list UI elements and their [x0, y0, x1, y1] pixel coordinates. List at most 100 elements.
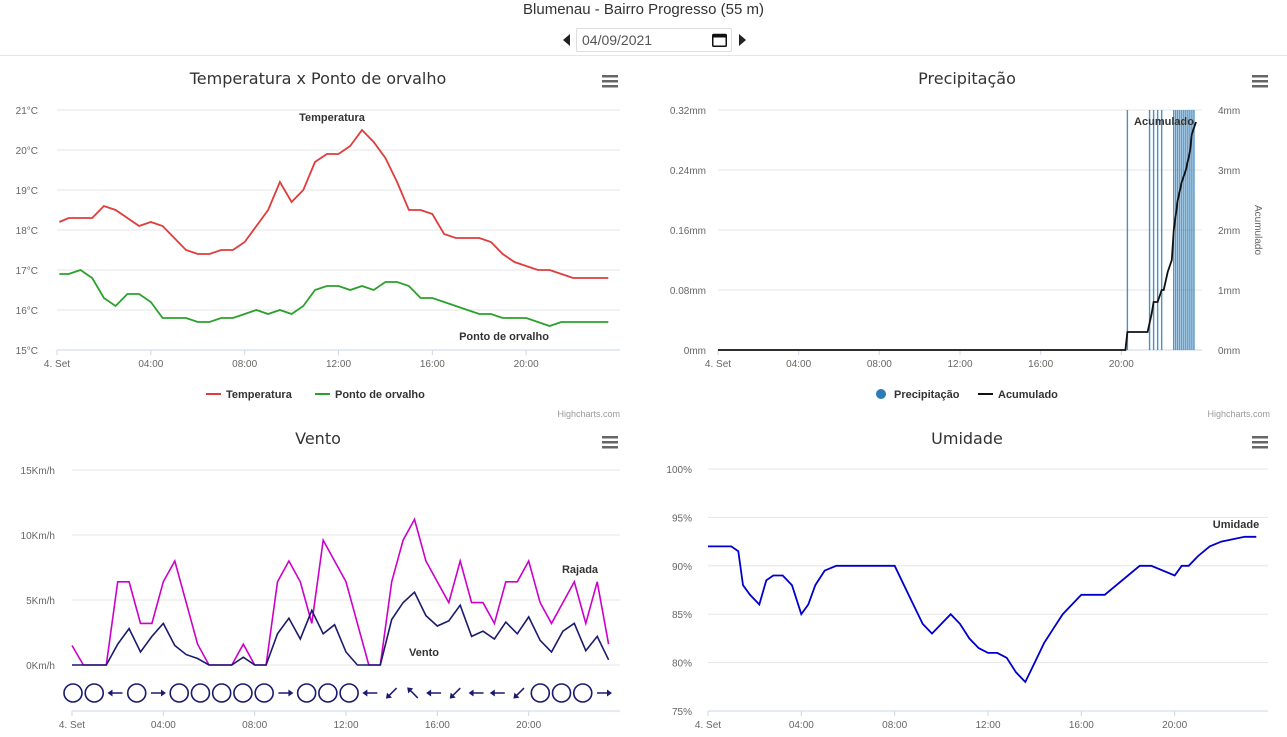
- date-input[interactable]: 04/09/2021: [576, 28, 732, 52]
- wind-calm-marker: [211, 683, 232, 703]
- precip-column: [1152, 110, 1155, 350]
- arrow-head: [607, 689, 612, 697]
- y-tick-label: 0Km/h: [26, 661, 55, 672]
- wind-calm-marker: [126, 683, 147, 703]
- arrow-head: [362, 689, 368, 697]
- arrow-head: [449, 692, 456, 699]
- wind-calm-marker: [254, 683, 274, 703]
- x-tick-label: 12:00: [975, 720, 1000, 731]
- x-tick-label: 08:00: [232, 359, 257, 370]
- legend-item-acumulado: Acumulado: [998, 389, 1058, 401]
- menu-bar: [602, 75, 618, 78]
- chart-menu-icon[interactable]: [602, 436, 618, 449]
- y-tick-label: 15Km/h: [21, 466, 55, 477]
- wind-direction-arrow-icon: [107, 689, 123, 697]
- menu-bar: [1252, 446, 1268, 449]
- precip-column: [1148, 110, 1151, 350]
- wind-calm-marker: [572, 683, 593, 703]
- precip-column: [1193, 110, 1195, 350]
- wind-calm-marker: [318, 683, 338, 703]
- credits-link: Highcharts.com: [557, 409, 620, 419]
- y-tick-label-left: 0.08mm: [670, 286, 706, 297]
- y-tick-label: 16°C: [16, 306, 38, 317]
- wind-direction-arrow-icon: [407, 687, 419, 699]
- y-tick-label: 90%: [672, 562, 692, 573]
- wind-direction-arrow-icon: [449, 687, 461, 699]
- x-tick-label: 16:00: [425, 720, 450, 731]
- y-tick-label: 100%: [666, 465, 692, 476]
- wind-calm-marker: [551, 683, 572, 703]
- arrow-head: [288, 689, 294, 697]
- wind-direction-arrow-icon: [468, 689, 484, 697]
- arrow-head: [468, 689, 474, 697]
- menu-bar: [1252, 75, 1268, 78]
- wind-calm-marker: [63, 683, 83, 703]
- wind-direction-arrow-icon: [362, 689, 378, 697]
- menu-bar: [602, 436, 618, 439]
- x-tick-label: 4. Set: [44, 359, 70, 370]
- prev-day-button[interactable]: [559, 30, 573, 50]
- y-tick-label-left: 0.32mm: [670, 106, 706, 117]
- x-tick-label: 4. Set: [695, 720, 721, 731]
- y-tick-label-right: 4mm: [1218, 106, 1240, 117]
- precip-column: [1156, 110, 1159, 350]
- legend-item-temperatura: Temperatura: [226, 389, 293, 401]
- y-tick-label: 80%: [672, 659, 692, 670]
- wind-calm-marker: [339, 683, 359, 703]
- chart-menu-icon[interactable]: [1252, 75, 1268, 88]
- series-line-temperatura: [58, 128, 609, 279]
- series-label-umidade: Umidade: [1213, 519, 1259, 531]
- chart-menu-icon[interactable]: [1252, 436, 1268, 449]
- x-tick-label: 12:00: [947, 359, 972, 370]
- wind-direction-arrow-icon: [489, 689, 505, 697]
- next-day-button[interactable]: [735, 30, 749, 50]
- series-label-temperatura: Temperatura: [299, 112, 366, 124]
- wind-direction-arrow-icon: [597, 689, 612, 697]
- x-tick-label: 4. Set: [59, 720, 85, 731]
- menu-bar: [602, 446, 618, 449]
- precip-column: [1177, 110, 1179, 350]
- y-tick-label-right: 1mm: [1218, 286, 1240, 297]
- y-tick-label: 75%: [672, 707, 692, 718]
- series-line-vento: [72, 590, 610, 666]
- precip-column: [1183, 110, 1185, 350]
- calendar-icon[interactable]: [712, 33, 727, 47]
- x-tick-label: 08:00: [882, 720, 907, 731]
- chart-menu-icon[interactable]: [602, 75, 618, 88]
- menu-bar: [1252, 85, 1268, 88]
- wind-calm-marker: [169, 683, 189, 703]
- arrow-head: [513, 692, 520, 699]
- x-tick-label: 12:00: [333, 720, 358, 731]
- wind-calm-marker: [233, 683, 253, 703]
- temperature-chart: Temperatura x Ponto de orvalho 15°C 16°C 17…: [16, 69, 620, 419]
- precip-column: [1187, 110, 1189, 350]
- y-tick-label: 20°C: [16, 146, 38, 157]
- chart-title: Temperatura x Ponto de orvalho: [189, 69, 447, 88]
- y-tick-label: 10Km/h: [21, 531, 55, 542]
- y-tick-label: 17°C: [16, 266, 38, 277]
- legend-symbol-precipitacao: [876, 389, 886, 399]
- credits-link: Highcharts.com: [1207, 409, 1270, 419]
- y-tick-label: 95%: [672, 513, 692, 524]
- x-tick-label: 08:00: [242, 720, 267, 731]
- y-tick-label-left: 0.16mm: [670, 226, 706, 237]
- wind-calm-marker: [530, 683, 551, 703]
- y-tick-label: 18°C: [16, 226, 38, 237]
- y-tick-label-right: 2mm: [1218, 226, 1240, 237]
- precipitation-chart: Precipitação 0mm 0mm 0.08mm 1mm 0.16mm 2mm 0.24…: [670, 69, 1270, 419]
- wind-direction-arrow-icon: [513, 687, 525, 699]
- precip-column: [1185, 110, 1187, 350]
- y-tick-label: 15°C: [16, 346, 38, 357]
- wind-direction-arrow-icon: [426, 689, 442, 697]
- precip-column: [1126, 110, 1129, 350]
- wind-chart: Vento 0Km/h 5Km/h 10Km/h 15Km/h 4. Set 04:00 08…: [21, 429, 620, 731]
- caret-right-icon: [738, 34, 746, 46]
- wind-calm-marker: [84, 683, 105, 703]
- wind-direction-arrow-icon: [278, 689, 294, 697]
- x-tick-label: 20:00: [1162, 720, 1187, 731]
- arrow-head: [107, 689, 113, 697]
- x-tick-label: 04:00: [138, 359, 163, 370]
- series-label-vento: Vento: [409, 647, 439, 659]
- precip-column: [1160, 110, 1163, 350]
- x-tick-label: 16:00: [1028, 359, 1053, 370]
